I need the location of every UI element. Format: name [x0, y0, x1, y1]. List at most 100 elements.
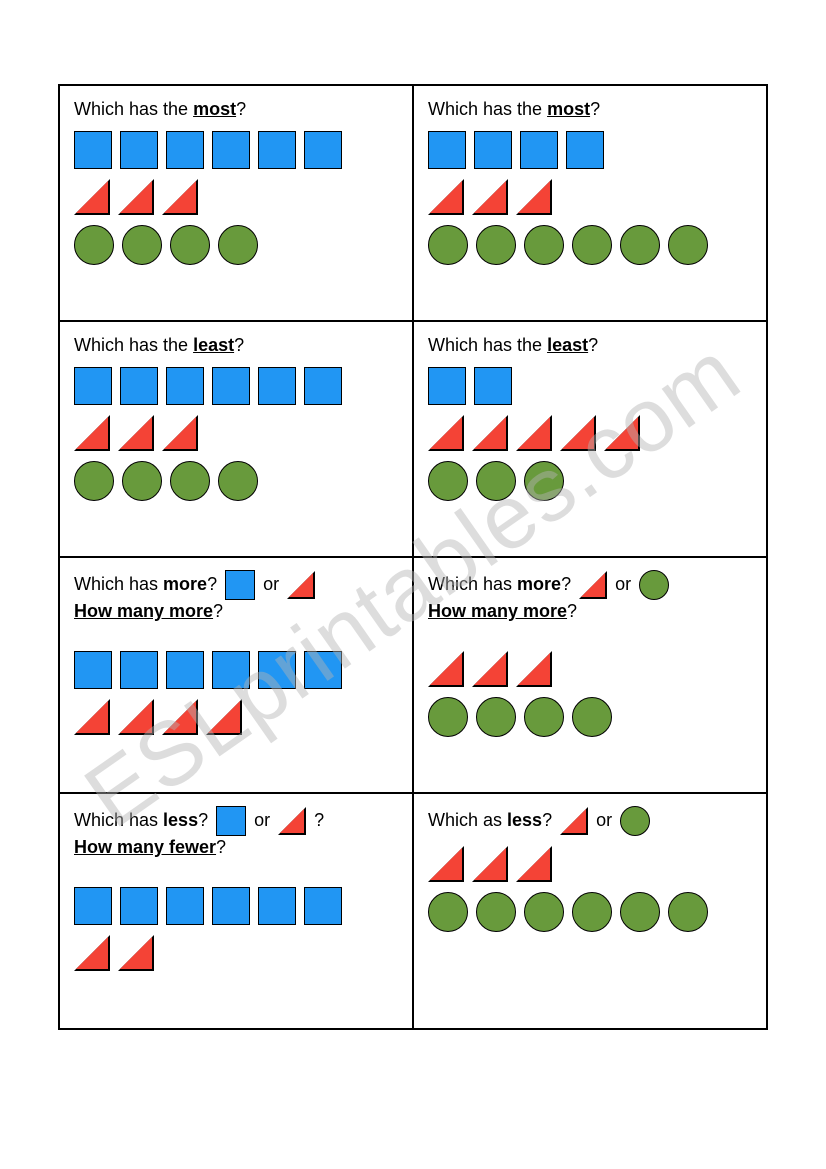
square-shape: [566, 131, 604, 169]
prompt-text: Which has the least?: [74, 334, 398, 357]
prompt-connector: or: [610, 574, 636, 594]
prompt-prefix: Which as: [428, 810, 507, 830]
triangle-shape: [560, 415, 596, 451]
worksheet-cell: Which has more? or How many more?: [413, 557, 767, 793]
worksheet-cell: Which has the most?: [59, 85, 413, 321]
prompt-suffix: ?: [236, 99, 246, 119]
circle-shape: [668, 892, 708, 932]
circle-shape: [620, 806, 650, 836]
circle-shape: [428, 225, 468, 265]
worksheet-cell: Which as less? or: [413, 793, 767, 1029]
square-shape: [520, 131, 558, 169]
square-shape: [166, 131, 204, 169]
shape-row: [428, 415, 752, 451]
triangle-shape: [162, 699, 198, 735]
circle-shape: [524, 697, 564, 737]
prompt-keyword: more: [517, 574, 561, 594]
square-shape: [225, 570, 255, 600]
circle-shape: [428, 892, 468, 932]
prompt-prefix: Which has: [428, 574, 517, 594]
triangle-shape: [472, 651, 508, 687]
shape-row: [74, 887, 398, 925]
square-shape: [304, 651, 342, 689]
prompt-suffix: ?: [588, 335, 598, 355]
prompt-text: Which as less? or: [428, 806, 752, 836]
circle-shape: [524, 461, 564, 501]
triangle-shape: [118, 179, 154, 215]
circle-shape: [639, 570, 669, 600]
worksheet-cell: Which has more? or How many more?: [59, 557, 413, 793]
sub-prompt-keyword: How many more: [428, 601, 567, 621]
square-shape: [166, 887, 204, 925]
prompt-prefix: Which has the: [74, 99, 193, 119]
square-shape: [212, 651, 250, 689]
prompt-prefix: Which has the: [428, 335, 547, 355]
circle-shape: [428, 461, 468, 501]
prompt-keyword: least: [547, 335, 588, 355]
worksheet-grid: Which has the most?Which has the most?Wh…: [58, 84, 768, 1030]
prompt-connector: or: [258, 574, 284, 594]
triangle-shape: [162, 415, 198, 451]
prompt-suffix: ?: [207, 574, 222, 594]
prompt-connector: or: [591, 810, 617, 830]
shape-row: [74, 179, 398, 215]
sub-prompt: How many more?: [74, 600, 398, 623]
square-shape: [74, 131, 112, 169]
circle-shape: [620, 892, 660, 932]
triangle-shape: [579, 571, 607, 599]
sub-prompt-keyword: How many more: [74, 601, 213, 621]
shape-row: [428, 131, 752, 169]
circle-shape: [524, 225, 564, 265]
triangle-shape: [428, 179, 464, 215]
prompt-suffix: ?: [590, 99, 600, 119]
circle-shape: [524, 892, 564, 932]
circle-shape: [476, 697, 516, 737]
sub-prompt-suffix: ?: [216, 837, 226, 857]
shape-row: [74, 367, 398, 405]
triangle-shape: [428, 415, 464, 451]
square-shape: [120, 651, 158, 689]
triangle-shape: [118, 935, 154, 971]
triangle-shape: [516, 179, 552, 215]
triangle-shape: [516, 415, 552, 451]
square-shape: [258, 367, 296, 405]
prompt-suffix: ?: [198, 810, 213, 830]
prompt-text: Which has the most?: [428, 98, 752, 121]
triangle-shape: [278, 807, 306, 835]
triangle-shape: [206, 699, 242, 735]
square-shape: [216, 806, 246, 836]
circle-shape: [122, 225, 162, 265]
triangle-shape: [516, 846, 552, 882]
circle-shape: [572, 225, 612, 265]
square-shape: [428, 367, 466, 405]
circle-shape: [572, 892, 612, 932]
sub-prompt-suffix: ?: [213, 601, 223, 621]
circle-shape: [218, 225, 258, 265]
circle-shape: [170, 461, 210, 501]
shape-row: [74, 461, 398, 501]
circle-shape: [428, 697, 468, 737]
worksheet-cell: Which has the most?: [413, 85, 767, 321]
circle-shape: [74, 225, 114, 265]
prompt-text: Which has the least?: [428, 334, 752, 357]
square-shape: [120, 367, 158, 405]
triangle-shape: [162, 179, 198, 215]
triangle-shape: [118, 699, 154, 735]
square-shape: [74, 651, 112, 689]
square-shape: [474, 131, 512, 169]
square-shape: [304, 367, 342, 405]
square-shape: [474, 367, 512, 405]
shape-row: [428, 367, 752, 405]
triangle-shape: [604, 415, 640, 451]
shape-row: [74, 131, 398, 169]
square-shape: [74, 367, 112, 405]
shape-row: [74, 935, 398, 971]
triangle-shape: [516, 651, 552, 687]
circle-shape: [476, 461, 516, 501]
sub-prompt: How many more?: [428, 600, 752, 623]
prompt-text: Which has less? or ?: [74, 806, 398, 836]
prompt-prefix: Which has: [74, 574, 163, 594]
prompt-keyword: more: [163, 574, 207, 594]
triangle-shape: [428, 846, 464, 882]
worksheet-page: ESLprintables.com Which has the most?Whi…: [0, 0, 826, 1169]
